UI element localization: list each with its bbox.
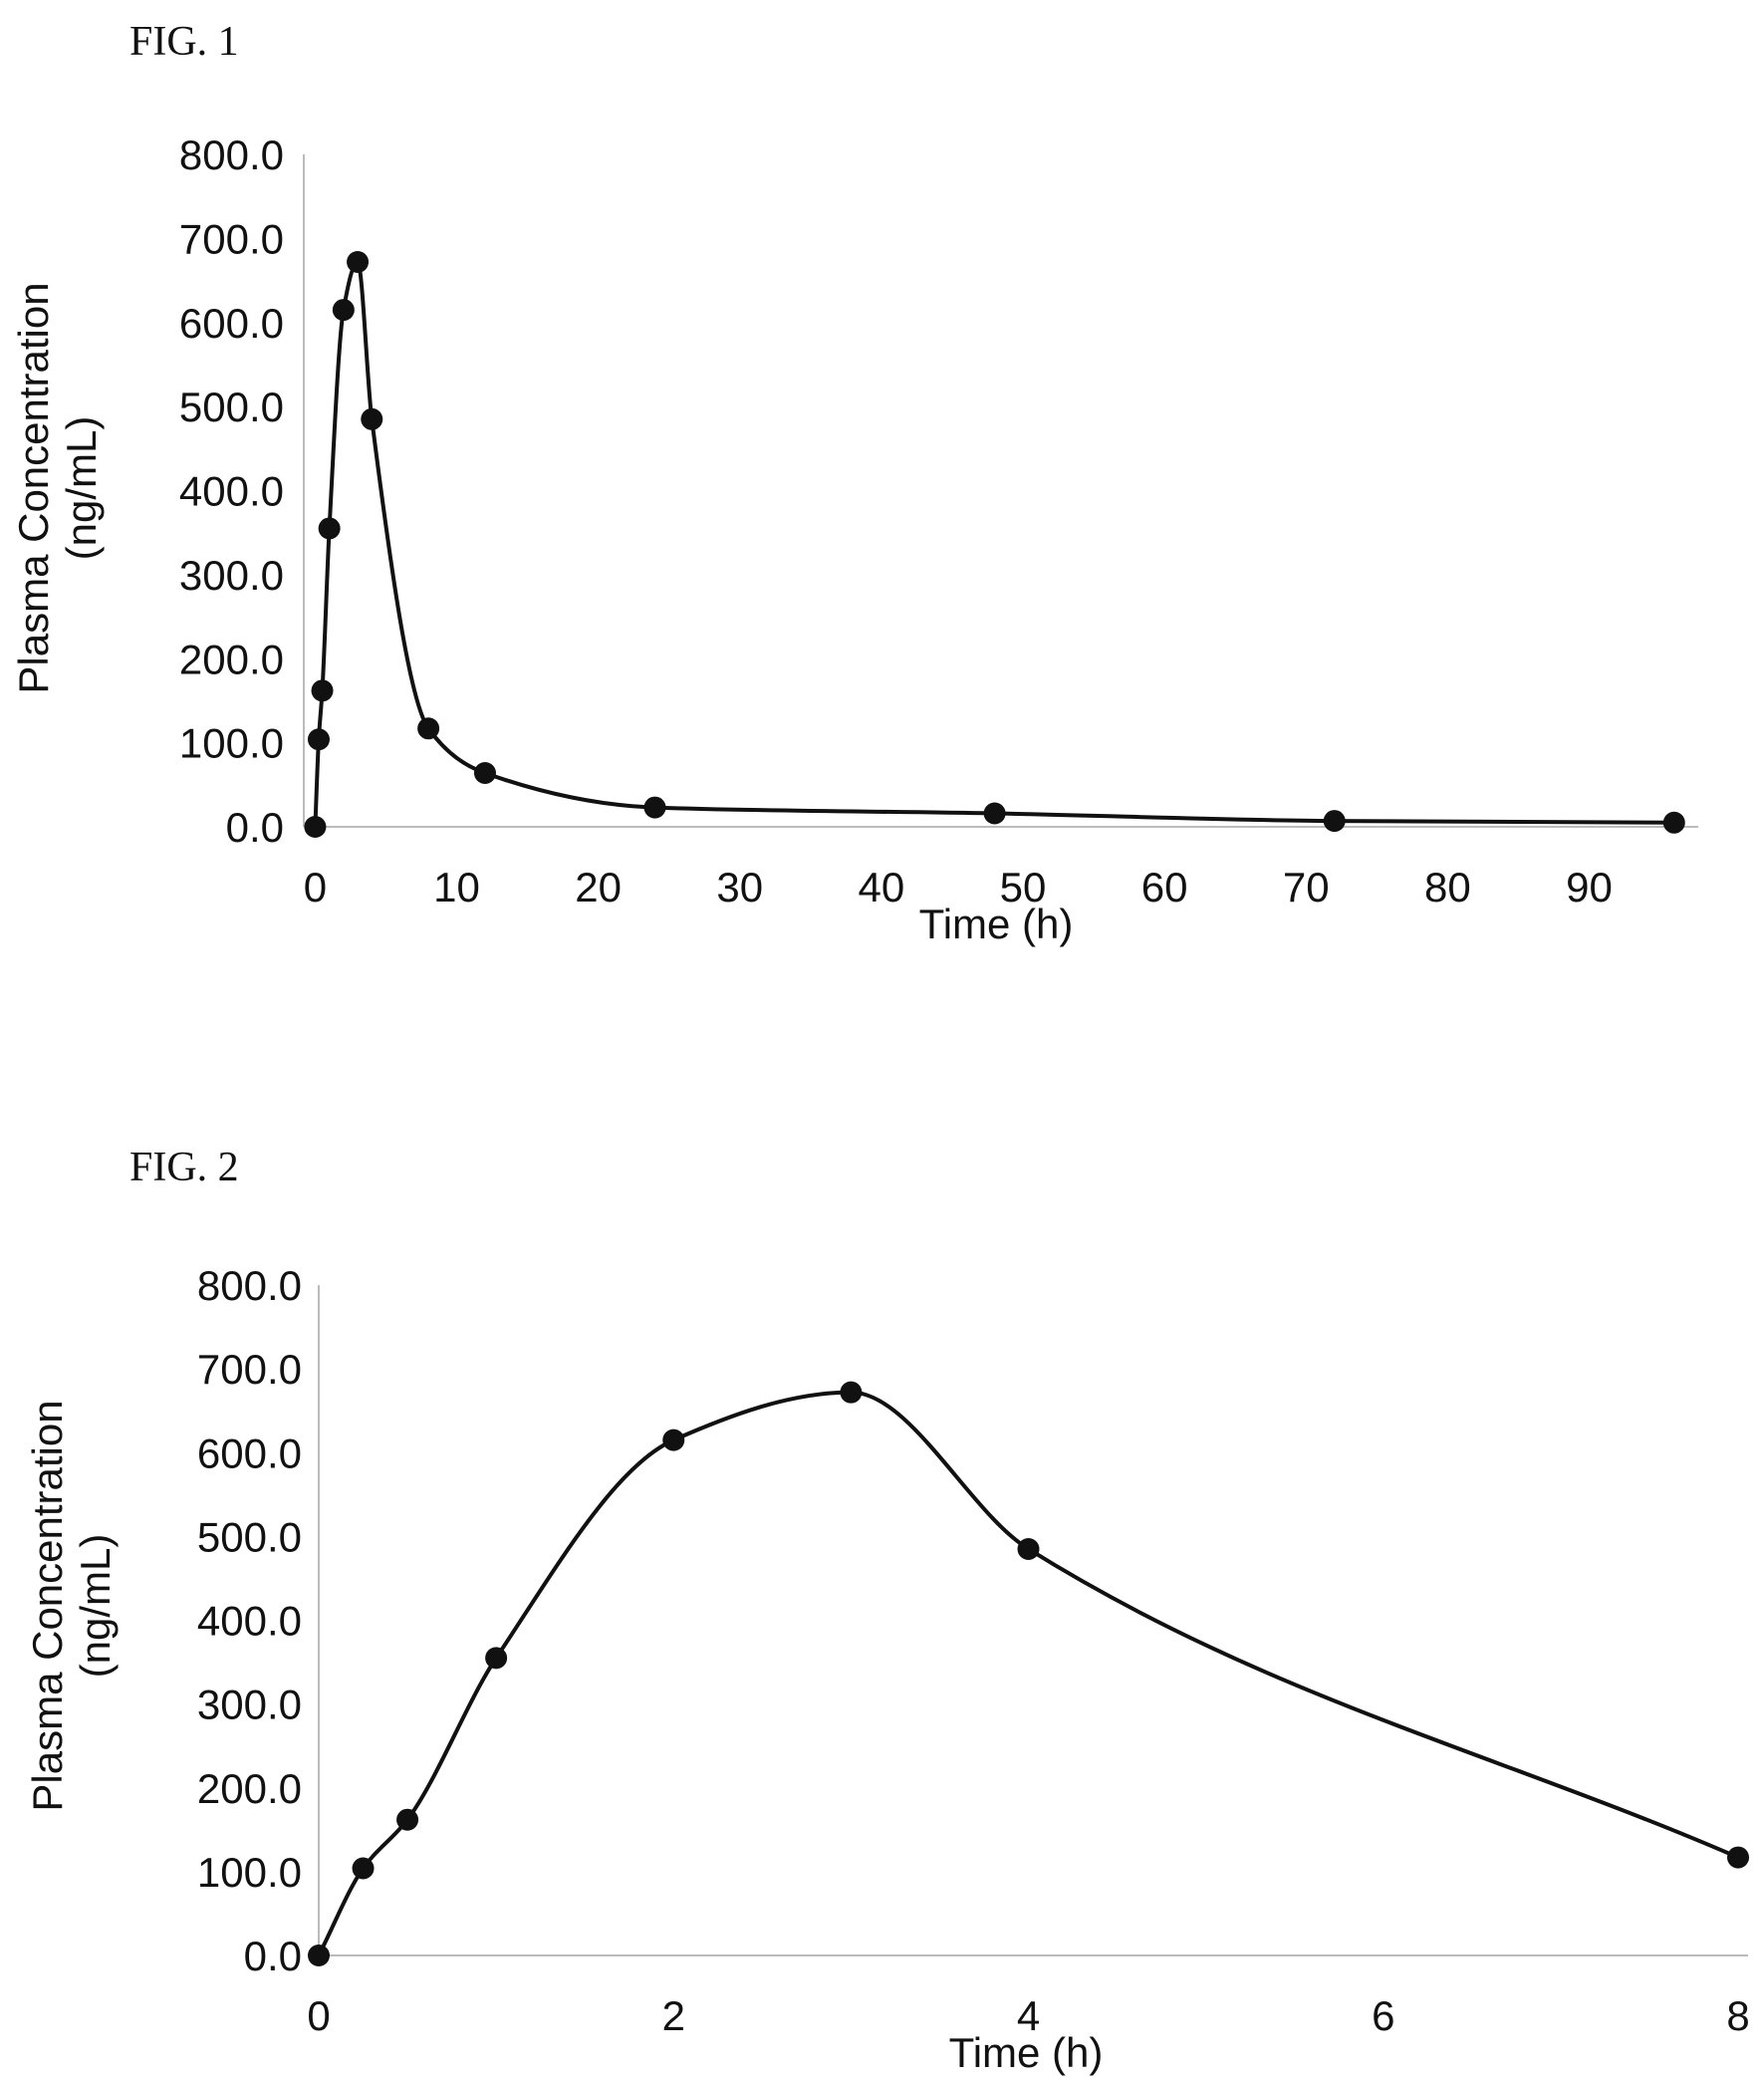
figure-1-chart: FIG. 1 0.0 100.0 200.0 300.0 400.0 500.0 600.0… [10, 19, 1698, 947]
data-point [308, 1945, 330, 1966]
data-point [332, 299, 355, 322]
y-tick-label: 600.0 [197, 1429, 302, 1476]
series-line [317, 1390, 1740, 1957]
figure-1-label: FIG. 1 [129, 19, 239, 65]
x-tick-label: 2 [662, 1992, 685, 2039]
y-tick-label: 400.0 [197, 1598, 302, 1645]
x-tick-label: 50 [1000, 864, 1047, 910]
data-point [304, 816, 327, 838]
x-tick-label: 4 [1017, 1992, 1040, 2039]
data-point [347, 251, 370, 273]
figure-2-label: FIG. 2 [129, 1145, 239, 1190]
data-point [840, 1381, 863, 1404]
y-tick-label: 400.0 [179, 468, 284, 515]
y-tick-label: 300.0 [179, 552, 284, 599]
data-point [352, 1857, 375, 1880]
data-point [318, 517, 341, 540]
x-tick-label: 20 [575, 864, 622, 910]
x-tick-label: 0 [307, 1992, 330, 2039]
y-tick-label: 800.0 [179, 131, 284, 178]
x-tick-label: 60 [1141, 864, 1188, 910]
x-tick-label: 40 [859, 864, 905, 910]
x-tick-label: 70 [1283, 864, 1330, 910]
y-tick-label: 500.0 [197, 1513, 302, 1560]
data-point [396, 1808, 419, 1831]
y-tick-label: 300.0 [197, 1682, 302, 1728]
data-point [473, 762, 496, 784]
x-axis-title: Time (h) [919, 901, 1074, 947]
y-axis-title: Plasma Concentration(ng/mL) [10, 282, 105, 693]
y-tick-label: 100.0 [179, 720, 284, 767]
y-tick-label: 700.0 [197, 1346, 302, 1393]
y-axis-title: Plasma Concentration(ng/mL) [24, 1400, 119, 1811]
data-point [417, 717, 440, 740]
x-tick-label: 8 [1726, 1992, 1749, 2039]
x-tick-label: 80 [1424, 864, 1471, 910]
data-point [983, 802, 1006, 825]
data-point [307, 728, 330, 751]
data-point [1727, 1846, 1749, 1869]
y-tick-label: 0.0 [226, 804, 284, 851]
y-tick-label: 200.0 [179, 636, 284, 682]
data-point [1662, 811, 1685, 834]
x-axis-title: Time (h) [949, 2029, 1104, 2076]
y-tick-label: 800.0 [197, 1262, 302, 1309]
data-point [662, 1428, 685, 1451]
y-tick-label: 500.0 [179, 384, 284, 430]
y-tick-label: 700.0 [179, 215, 284, 262]
data-point [361, 407, 383, 430]
data-point [1323, 810, 1346, 833]
data-point [643, 796, 666, 819]
x-tick-label: 6 [1372, 1992, 1394, 2039]
x-tick-label: 10 [433, 864, 480, 910]
y-tick-label: 0.0 [244, 1933, 302, 1979]
data-point [1017, 1537, 1040, 1560]
data-point [311, 679, 334, 702]
figure-2-chart: FIG. 2 0.0 100.0 200.0 300.0 400.0 500.0 600.0… [24, 1145, 1750, 2076]
series-line [313, 260, 1676, 829]
y-tick-label: 600.0 [179, 300, 284, 347]
y-tick-label: 200.0 [197, 1765, 302, 1812]
data-point [485, 1647, 508, 1670]
y-tick-label: 100.0 [197, 1849, 302, 1896]
x-tick-label: 0 [304, 864, 327, 910]
x-tick-label: 30 [716, 864, 763, 910]
x-tick-label: 90 [1566, 864, 1613, 910]
